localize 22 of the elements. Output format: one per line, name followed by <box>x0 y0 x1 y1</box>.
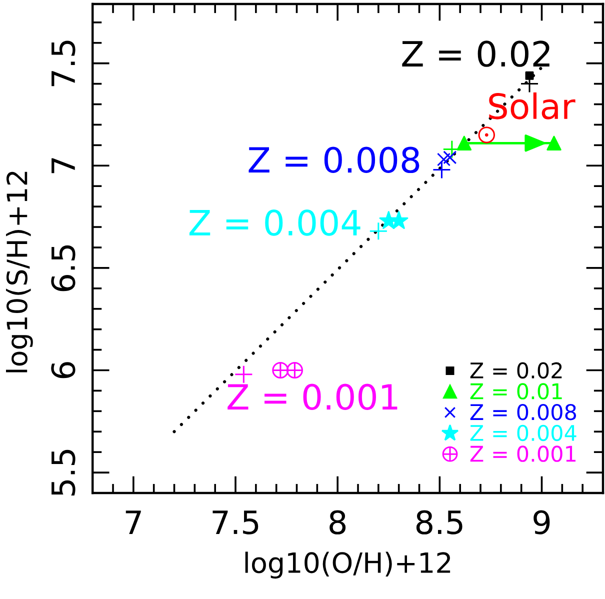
y-tick-label: 7.5 <box>52 40 76 86</box>
legend-label: Z = 0.001 <box>470 446 576 462</box>
x-tick-label: 9 <box>534 510 550 534</box>
legend-label: Z = 0.01 <box>470 383 562 400</box>
annotation: Solar <box>489 92 576 120</box>
annotation: Z = 0.004 <box>189 210 360 236</box>
legend-label: Z = 0.02 <box>470 362 562 379</box>
annotation: Z = 0.008 <box>248 146 420 174</box>
legend-label: Z = 0.004 <box>470 424 576 442</box>
x-axis-title: log10(O/H)+12 <box>245 552 450 579</box>
x-tick-label: 8.5 <box>416 510 462 534</box>
y-tick-label: 6.5 <box>51 245 76 292</box>
x-tick-label: 8 <box>330 510 346 534</box>
y-tick-label: 6 <box>51 362 76 378</box>
y-axis-title: log10(S/H)+12 <box>6 172 33 372</box>
x-tick-label: 7 <box>126 510 141 534</box>
annotation: Z = 0.001 <box>228 384 398 410</box>
y-tick-label: 5.5 <box>52 450 76 496</box>
legend-label: Z = 0.008 <box>470 404 576 420</box>
y-tick-label: 7 <box>52 158 75 174</box>
x-tick-label: 7.5 <box>212 510 258 534</box>
annotation: Z = 0.02 <box>402 40 550 67</box>
